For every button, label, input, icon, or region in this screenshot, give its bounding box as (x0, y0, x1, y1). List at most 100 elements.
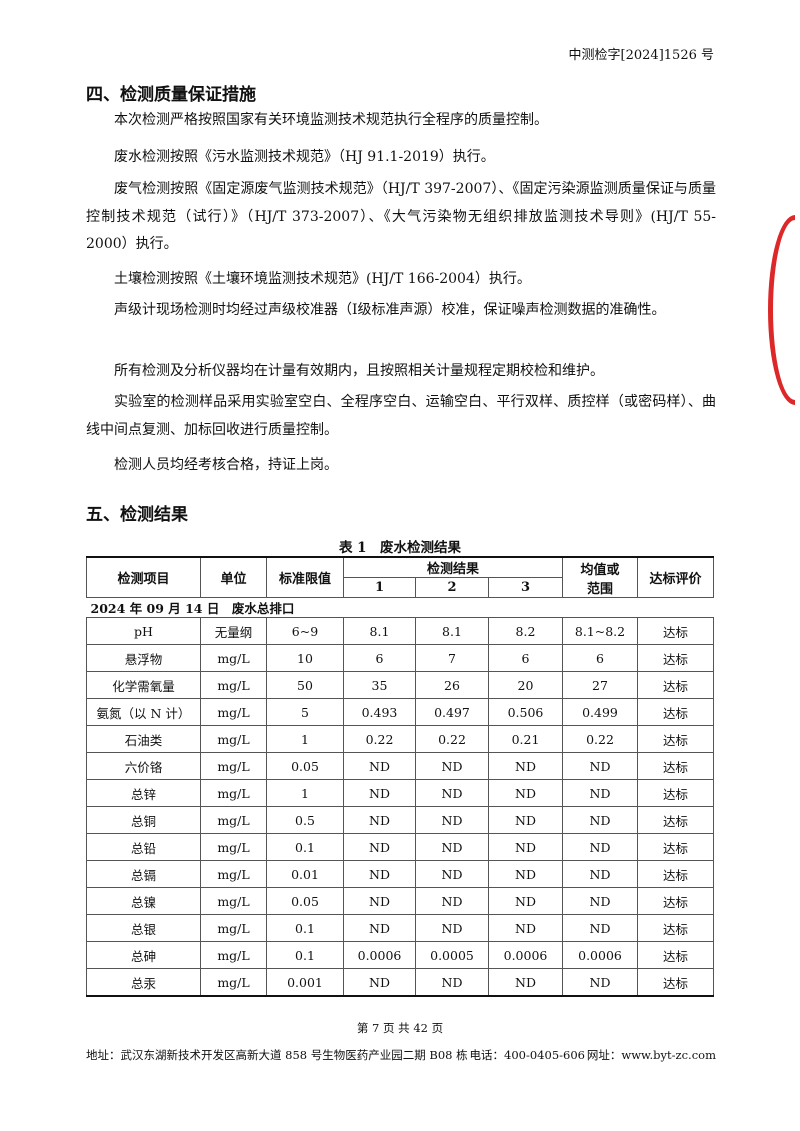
table-cell: ND (488, 887, 563, 915)
table-cell: 6 (343, 644, 416, 672)
footer-address: 地址：武汉东湖新技术开发区高新大道 858 号生物医药产业园二期 B08 栋 (86, 1048, 468, 1062)
table-cell: mg/L (200, 860, 267, 888)
table-cell: mg/L (200, 914, 267, 942)
table-cell: 总银 (86, 914, 201, 942)
table-cell: mg/L (200, 833, 267, 861)
paragraph: 声级计现场检测时均经过声级校准器（Ⅰ级标准声源）校准，保证噪声检测数据的准确性。 (114, 302, 666, 318)
table-cell: mg/L (200, 698, 267, 726)
header-item: 检测项目 (86, 556, 201, 598)
table-cell: 总镍 (86, 887, 201, 915)
footer: 地址：武汉东湖新技术开发区高新大道 858 号生物医药产业园二期 B08 栋 电… (86, 1047, 716, 1063)
table-row: 总锌 mg/L 1 ND ND ND ND 达标 (86, 779, 714, 807)
header-eval: 达标评价 (637, 556, 714, 598)
table-cell: 氨氮（以 N 计） (86, 698, 201, 726)
section-title-quality: 四、检测质量保证措施 (86, 85, 256, 105)
footer-website: 网址：www.byt-zc.com (586, 1048, 716, 1062)
table-cell: 0.0006 (488, 941, 563, 969)
table-cell: mg/L (200, 725, 267, 753)
table-cell: pH (86, 617, 201, 645)
table-cell: ND (488, 860, 563, 888)
header-r1: 1 (343, 577, 416, 598)
table-cell: 达标 (637, 968, 714, 997)
table-cell: 达标 (637, 941, 714, 969)
table-cell: ND (488, 968, 563, 997)
table-row: 总汞 mg/L 0.001 ND ND ND ND 达标 (86, 968, 714, 997)
table-cell: 0.05 (266, 887, 344, 915)
table-cell: 50 (266, 671, 344, 699)
table-cell: ND (488, 806, 563, 834)
table-cell: 总砷 (86, 941, 201, 969)
table-cell: 27 (562, 671, 638, 699)
group-row: 2024 年 09 月 14 日 废水总排口 (86, 597, 714, 618)
table-cell: ND (562, 914, 638, 942)
table-cell: mg/L (200, 887, 267, 915)
table-cell: 0.499 (562, 698, 638, 726)
table-cell: mg/L (200, 644, 267, 672)
table-cell: ND (562, 887, 638, 915)
header-results: 检测结果 (343, 556, 563, 578)
table-cell: 6 (488, 644, 563, 672)
table-cell: ND (343, 968, 416, 997)
table-cell: mg/L (200, 671, 267, 699)
table-cell: 0.22 (343, 725, 416, 753)
table-cell: 7 (415, 644, 489, 672)
footer-phone: 电话：400-0405-606 (469, 1048, 585, 1062)
document-number: 中测检字[2024]1526 号 (568, 48, 714, 63)
table-cell: 35 (343, 671, 416, 699)
table-cell: 8.1~8.2 (562, 617, 638, 645)
table-cell: 达标 (637, 644, 714, 672)
table-cell: 8.2 (488, 617, 563, 645)
table-row: 总砷 mg/L 0.1 0.0006 0.0005 0.0006 0.0006 达标 (86, 941, 714, 969)
header-limit: 标准限值 (266, 556, 344, 598)
table-cell: 达标 (637, 779, 714, 807)
paragraph: 本次检测严格按照国家有关环境监测技术规范执行全程序的质量控制。 (114, 112, 548, 128)
table-cell: ND (415, 752, 489, 780)
table-cell: ND (415, 968, 489, 997)
table-cell: mg/L (200, 806, 267, 834)
table-cell: ND (488, 833, 563, 861)
table-cell: 达标 (637, 860, 714, 888)
table-row: 化学需氧量 mg/L 50 35 26 20 27 达标 (86, 671, 714, 699)
table-cell: ND (343, 833, 416, 861)
table-cell: 6~9 (266, 617, 344, 645)
table-cell: 0.497 (415, 698, 489, 726)
section-title-results: 五、检测结果 (86, 505, 188, 525)
table-cell: ND (415, 860, 489, 888)
table-cell: 达标 (637, 752, 714, 780)
table-cell: 六价铬 (86, 752, 201, 780)
table-cell: ND (488, 914, 563, 942)
table-cell: 1 (266, 779, 344, 807)
table-cell: ND (415, 914, 489, 942)
table-cell: ND (562, 833, 638, 861)
paragraph: 实验室的检测样品采用实验室空白、全程序空白、运输空白、平行双样、质控样（或密码样… (86, 394, 716, 438)
table-row: 总镍 mg/L 0.05 ND ND ND ND 达标 (86, 887, 714, 915)
table-cell: ND (343, 806, 416, 834)
paragraph: 检测人员均经考核合格，持证上岗。 (114, 457, 338, 473)
table-cell: ND (343, 860, 416, 888)
table-row: 总铅 mg/L 0.1 ND ND ND ND 达标 (86, 833, 714, 861)
table-row: 总铜 mg/L 0.5 ND ND ND ND 达标 (86, 806, 714, 834)
table-cell: 0.0006 (562, 941, 638, 969)
table-cell: 0.21 (488, 725, 563, 753)
table-cell: ND (415, 806, 489, 834)
table-cell: ND (415, 779, 489, 807)
table-cell: 8.1 (415, 617, 489, 645)
table-cell: 总铜 (86, 806, 201, 834)
page-number: 第 7 页 共 42 页 (356, 1021, 444, 1035)
table-row: 六价铬 mg/L 0.05 ND ND ND ND 达标 (86, 752, 714, 780)
table-cell: mg/L (200, 752, 267, 780)
table-cell: 总铅 (86, 833, 201, 861)
table-cell: 石油类 (86, 725, 201, 753)
table-cell: 达标 (637, 725, 714, 753)
table-cell: 无量纲 (200, 617, 267, 645)
header-mean: 均值或范围 (562, 556, 638, 598)
table-cell: ND (343, 779, 416, 807)
table-cell: 0.1 (266, 833, 344, 861)
table-cell: 26 (415, 671, 489, 699)
header-r2: 2 (415, 577, 489, 598)
table-cell: ND (562, 860, 638, 888)
table-cell: 1 (266, 725, 344, 753)
paragraph: 土壤检测按照《土壤环境监测技术规范》(HJ/T 166-2004）执行。 (114, 271, 531, 287)
table-cell: 8.1 (343, 617, 416, 645)
table-cell: 0.01 (266, 860, 344, 888)
